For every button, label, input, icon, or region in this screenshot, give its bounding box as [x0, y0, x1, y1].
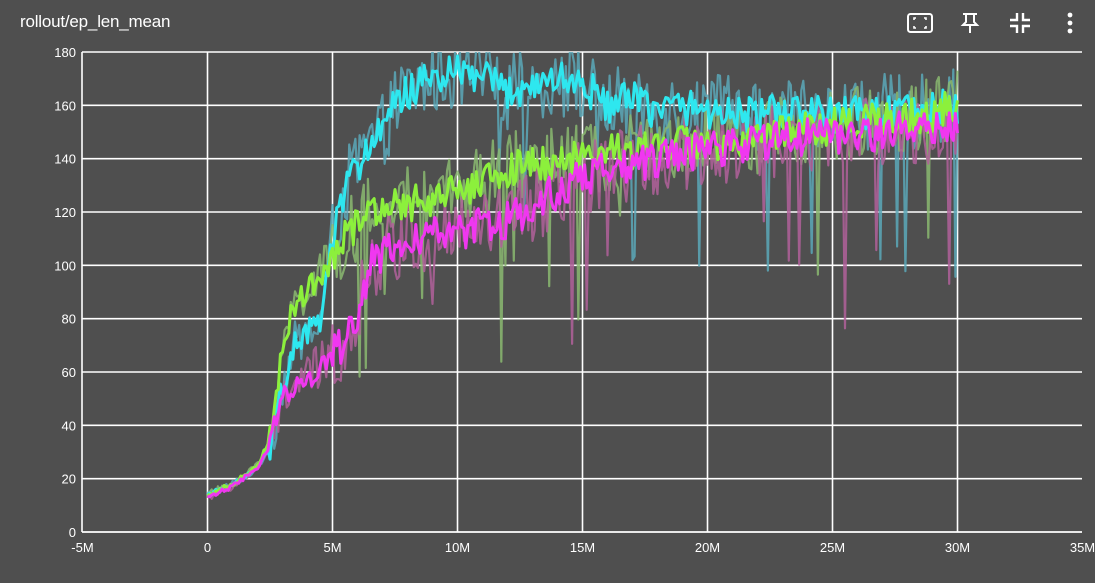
x-tick-label: 25M — [820, 540, 845, 555]
y-tick-label: 60 — [62, 365, 76, 380]
y-tick-label: 80 — [62, 312, 76, 327]
y-tick-label: 140 — [54, 152, 76, 167]
x-tick-label: 0 — [204, 540, 211, 555]
x-tick-label: -5M — [71, 540, 93, 555]
y-tick-label: 0 — [69, 525, 76, 540]
x-tick-label: 5M — [323, 540, 341, 555]
x-axis-ticks: -5M 0 5M 10M 15M 20M 25M 30M 35M — [71, 540, 1095, 555]
x-tick-label: 35M — [1070, 540, 1095, 555]
x-tick-label: 20M — [695, 540, 720, 555]
y-tick-label: 180 — [54, 45, 76, 60]
more-vert-icon — [1067, 12, 1073, 34]
collapse-button[interactable] — [995, 6, 1045, 40]
y-tick-label: 20 — [62, 472, 76, 487]
y-tick-label: 160 — [54, 98, 76, 113]
series-smoothed-line[interactable] — [207, 110, 959, 499]
chart-axes — [81, 52, 1082, 533]
y-axis-ticks: 0 20 40 60 80 100 120 140 160 180 — [54, 45, 76, 540]
x-tick-label: 15M — [570, 540, 595, 555]
y-tick-label: 120 — [54, 205, 76, 220]
x-tick-label: 30M — [945, 540, 970, 555]
series-layer — [206, 52, 959, 500]
collapse-icon — [1010, 13, 1030, 33]
y-tick-label: 100 — [54, 258, 76, 273]
fit-domain-icon — [907, 13, 933, 33]
pin-icon — [960, 13, 980, 33]
more-options-button[interactable] — [1045, 6, 1095, 40]
y-tick-label: 40 — [62, 418, 76, 433]
chart-title: rollout/ep_len_mean — [20, 12, 171, 31]
chart-toolbar — [895, 6, 1095, 40]
pin-button[interactable] — [945, 6, 995, 40]
x-tick-label: 10M — [445, 540, 470, 555]
fit-domain-button[interactable] — [895, 6, 945, 40]
